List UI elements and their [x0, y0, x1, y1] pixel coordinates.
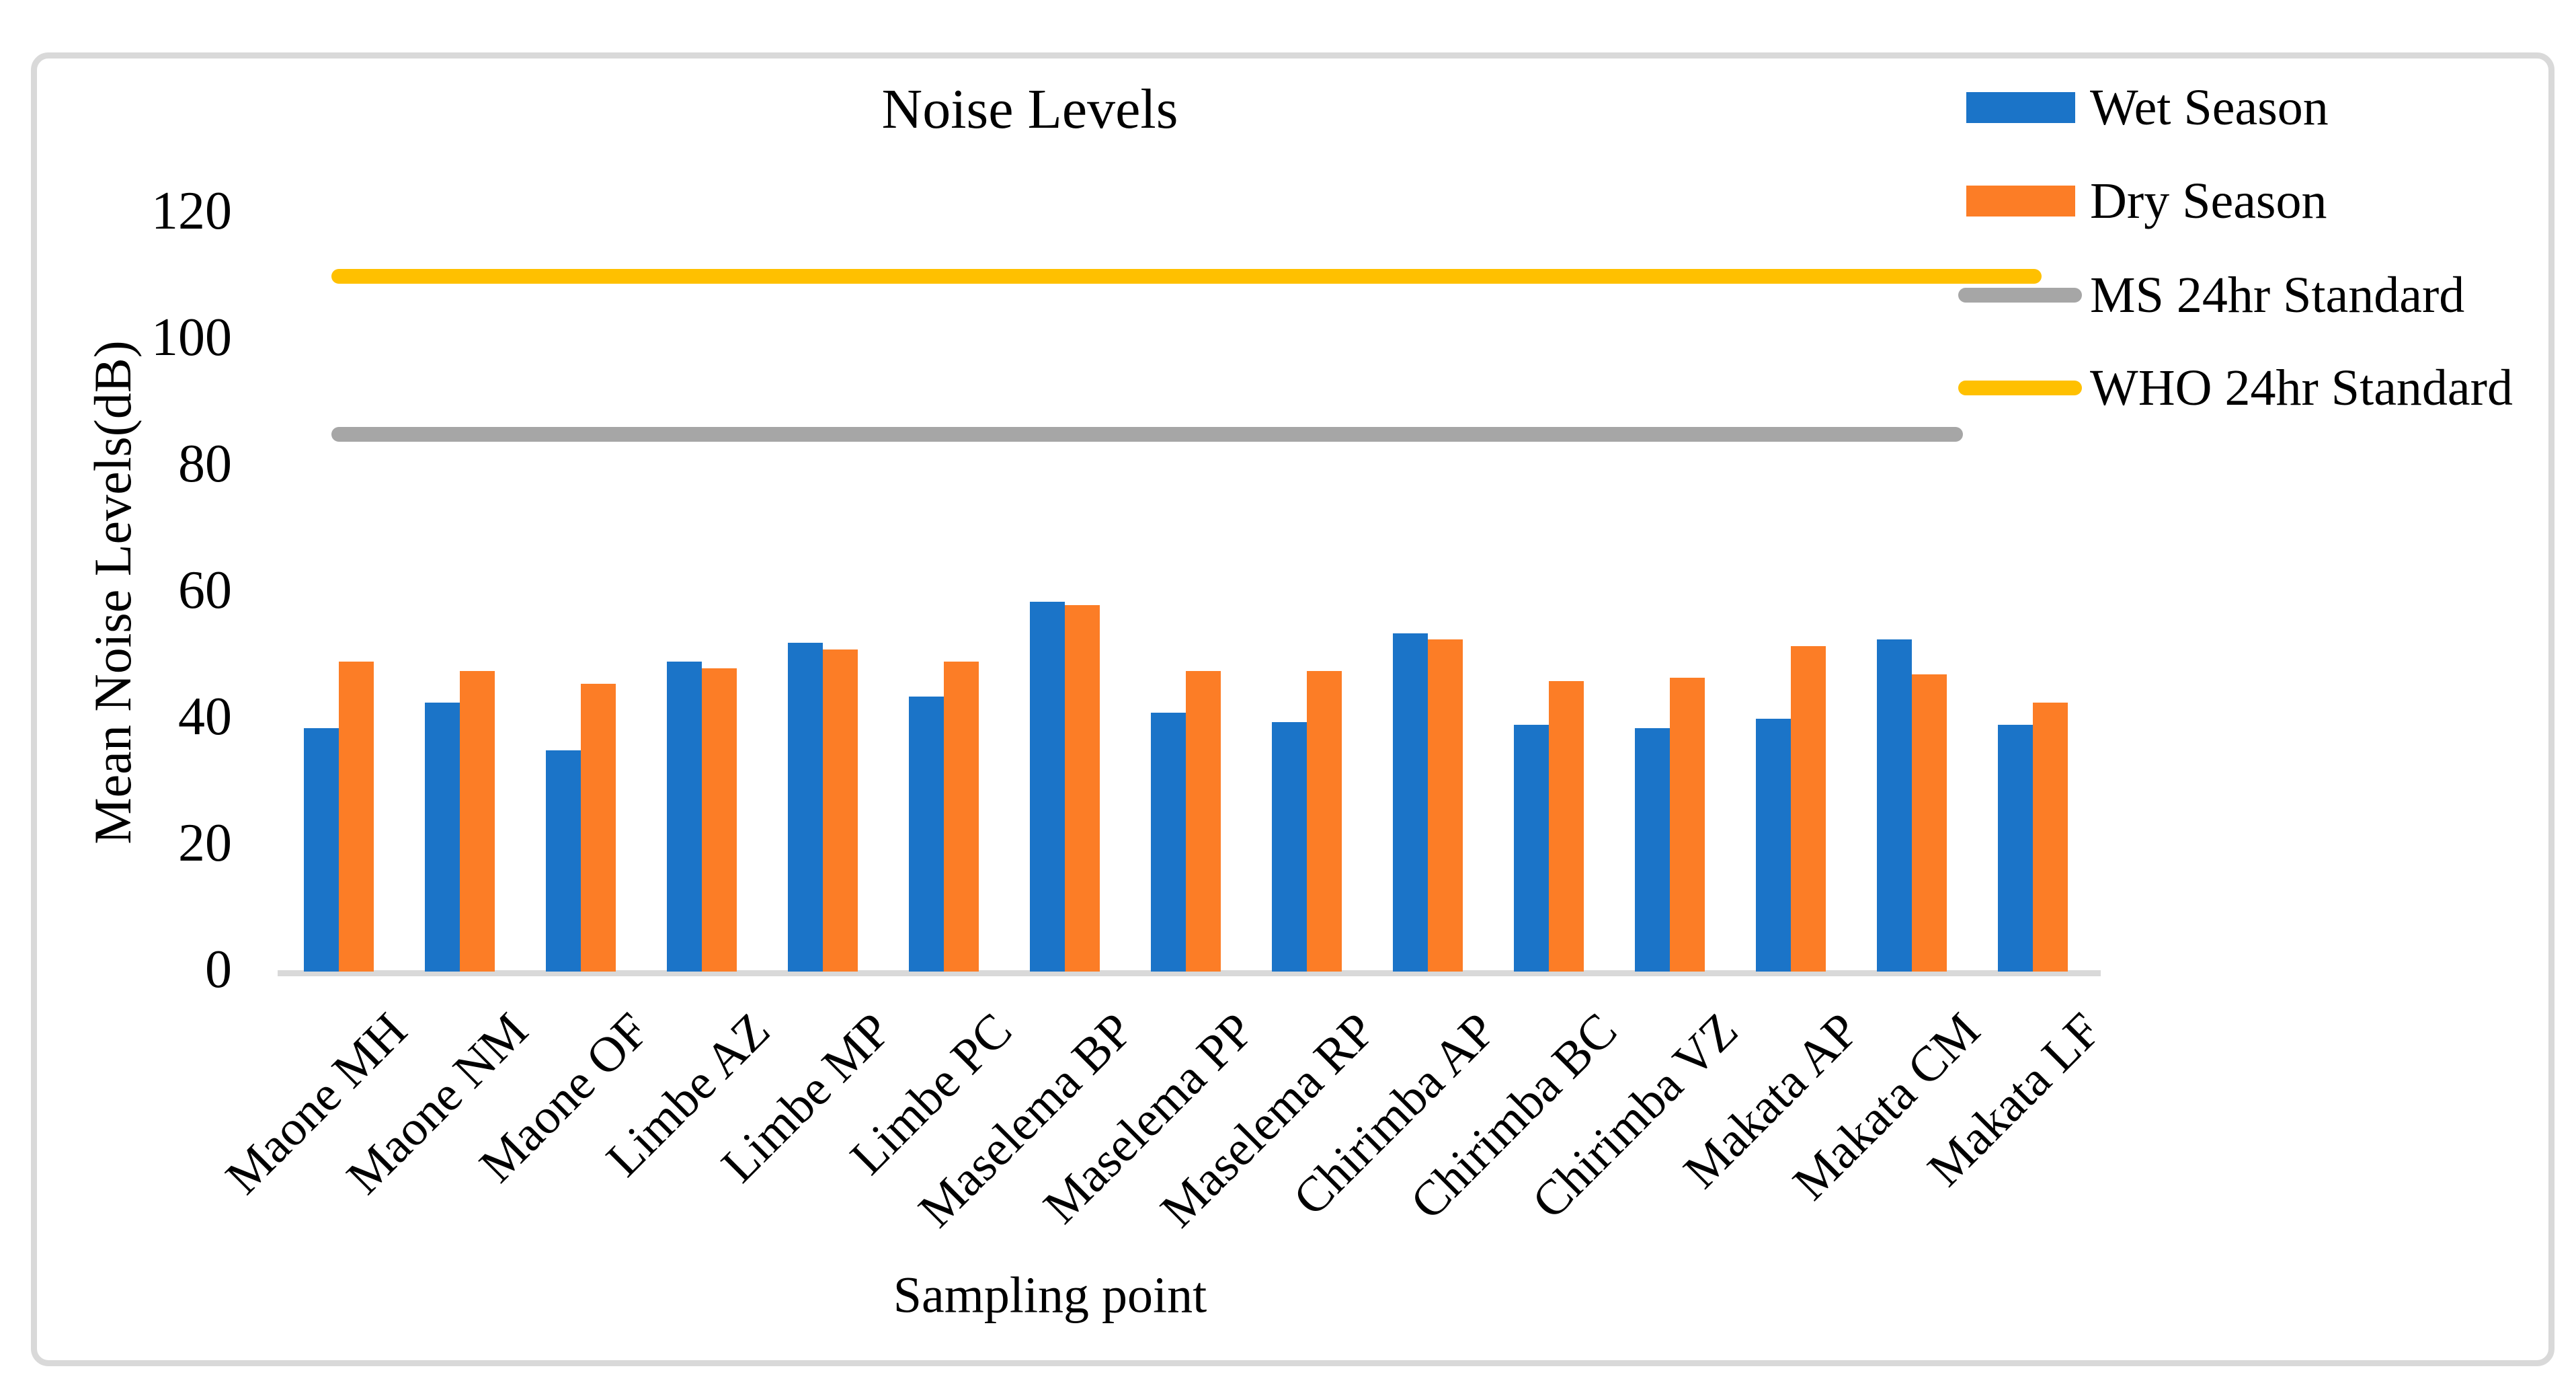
y-tick-label: 80 [178, 434, 232, 494]
y-tick-label: 40 [178, 686, 232, 746]
bar-dry-season-maselema-pp [1186, 671, 1221, 972]
bar-wet-season-makata-cm [1877, 639, 1912, 972]
legend-label-who-24hr-standard: WHO 24hr Standard [2090, 360, 2513, 416]
y-tick-label: 100 [151, 307, 232, 367]
legend-item-dry-season: Dry Season [1958, 175, 2327, 227]
bar-dry-season-chirimba-bc [1549, 681, 1584, 972]
y-tick-label: 0 [205, 939, 232, 999]
bar-dry-season-makata-cm [1912, 674, 1947, 972]
bar-wet-season-maselema-bp [1030, 602, 1065, 972]
ms-24hr-standard-line [331, 427, 1963, 442]
bar-wet-season-chirimba-ap [1393, 633, 1428, 972]
bar-wet-season-maselema-rp [1272, 722, 1307, 972]
bar-wet-season-chirimba-bc [1514, 725, 1549, 972]
bar-wet-season-limbe-mp [788, 643, 823, 972]
bar-wet-season-limbe-pc [909, 697, 944, 972]
bar-dry-season-maselema-rp [1307, 671, 1342, 972]
bar-dry-season-limbe-pc [944, 662, 979, 972]
bar-dry-season-limbe-mp [823, 649, 858, 972]
y-tick-label: 20 [178, 813, 232, 873]
bar-dry-season-maone-nm [460, 671, 495, 972]
bar-dry-season-makata-lf [2033, 703, 2068, 972]
bar-dry-season-chirimba-vz [1670, 678, 1705, 972]
legend-label-wet-season: Wet Season [2090, 79, 2329, 136]
bar-dry-season-maone-mh [339, 662, 374, 972]
bar-dry-season-chirimba-ap [1428, 639, 1463, 972]
legend-swatch-ms-24hr-standard [1958, 288, 2082, 303]
x-axis-line [278, 970, 2101, 976]
y-tick-label: 60 [178, 560, 232, 620]
bar-wet-season-chirimba-vz [1635, 728, 1670, 972]
legend-label-ms-24hr-standard: MS 24hr Standard [2090, 267, 2465, 323]
legend-item-wet-season: Wet Season [1958, 82, 2329, 133]
who-24hr-standard-line [331, 269, 2042, 284]
legend-label-dry-season: Dry Season [2090, 173, 2327, 229]
legend-swatch-wet-season [1966, 92, 2075, 123]
bar-wet-season-limbe-az [667, 662, 702, 972]
legend-swatch-dry-season [1966, 186, 2075, 216]
bar-dry-season-maone-of [581, 684, 616, 972]
legend-item-who-24hr-standard: WHO 24hr Standard [1958, 362, 2513, 413]
legend-item-ms-24hr-standard: MS 24hr Standard [1958, 270, 2464, 321]
y-tick-label: 120 [151, 181, 232, 241]
bar-wet-season-maone-of [546, 750, 581, 972]
bar-wet-season-maone-nm [425, 703, 460, 972]
legend-swatch-who-24hr-standard [1958, 381, 2082, 395]
bar-dry-season-makata-ap [1791, 646, 1826, 972]
bar-dry-season-limbe-az [702, 668, 737, 972]
bar-wet-season-makata-ap [1756, 719, 1791, 972]
bar-wet-season-maone-mh [304, 728, 339, 972]
x-axis-title: Sampling point [893, 1267, 1207, 1324]
bar-wet-season-maselema-pp [1151, 713, 1186, 972]
chart-title: Noise Levels [881, 78, 1178, 141]
bar-dry-season-maselema-bp [1065, 605, 1100, 972]
bar-wet-season-makata-lf [1998, 725, 2033, 972]
